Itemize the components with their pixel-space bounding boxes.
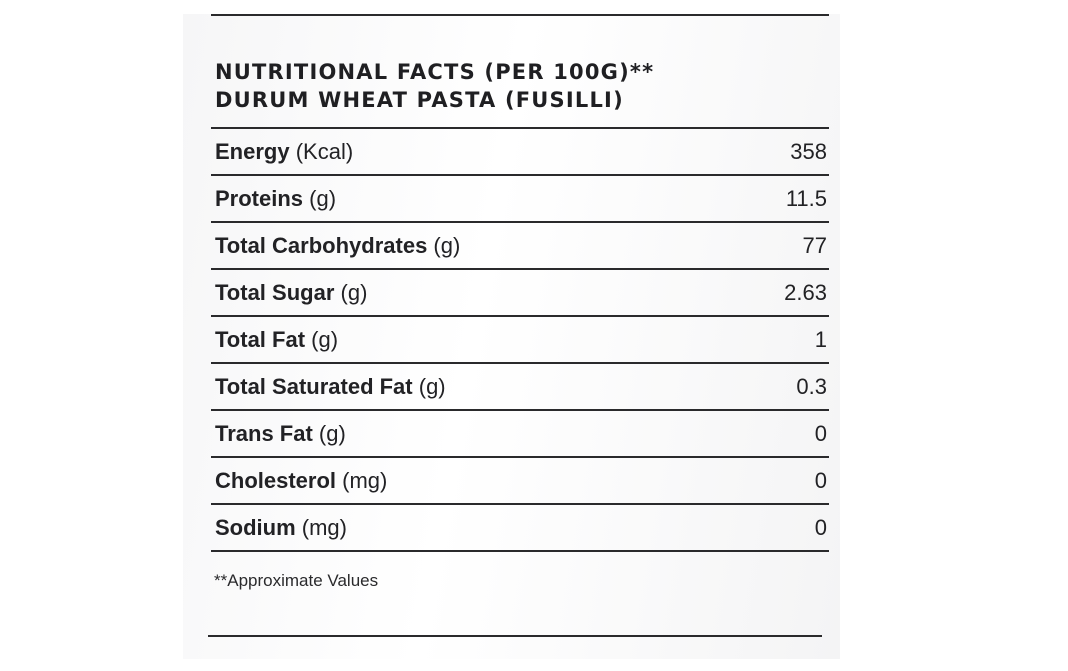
footnote: **Approximate Values bbox=[214, 571, 379, 590]
nutrient-unit: (Kcal) bbox=[289, 138, 354, 164]
nutrient-value: 77 bbox=[802, 232, 827, 258]
nutrient-label: Sodium (mg) bbox=[211, 515, 347, 541]
nutrient-row-cholesterol: Cholesterol (mg) 0 bbox=[211, 456, 829, 503]
nutrient-name: Sodium bbox=[215, 514, 296, 540]
nutrient-name: Trans Fat bbox=[215, 420, 313, 446]
nutrient-name: Total Sugar bbox=[215, 279, 335, 305]
nutrient-unit: (g) bbox=[305, 326, 339, 352]
nutrient-label: Cholesterol (mg) bbox=[211, 468, 387, 494]
nutrition-table: Energy (Kcal) 358 Proteins (g) 11.5 Tota… bbox=[211, 127, 829, 552]
nutrient-row-energy: Energy (Kcal) 358 bbox=[211, 127, 829, 174]
nutrient-unit: (g) bbox=[412, 373, 446, 399]
nutrient-unit: (g) bbox=[303, 185, 337, 211]
nutrient-value: 0 bbox=[814, 514, 827, 540]
label-title: NUTRITIONAL FACTS (PER 100G)** DURUM WHE… bbox=[215, 58, 654, 114]
nutrient-row-trans-fat: Trans Fat (g) 0 bbox=[211, 409, 829, 456]
nutrient-value: 0 bbox=[814, 420, 827, 446]
title-line-2: DURUM WHEAT PASTA (FUSILLI) bbox=[215, 88, 624, 112]
nutrition-label: NUTRITIONAL FACTS (PER 100G)** DURUM WHE… bbox=[183, 14, 840, 659]
nutrient-label: Total Sugar (g) bbox=[211, 280, 367, 306]
nutrient-row-total-sugar: Total Sugar (g) 2.63 bbox=[211, 268, 829, 315]
nutrient-value: 2.63 bbox=[784, 279, 827, 305]
nutrient-value: 358 bbox=[790, 138, 827, 164]
nutrient-label: Energy (Kcal) bbox=[211, 139, 353, 165]
nutrient-label: Total Saturated Fat (g) bbox=[211, 374, 446, 400]
nutrient-unit: (mg) bbox=[336, 467, 388, 493]
nutrient-value: 11.5 bbox=[785, 185, 827, 211]
nutrient-unit: (mg) bbox=[295, 514, 347, 540]
top-rule bbox=[211, 14, 829, 16]
nutrient-name: Energy bbox=[215, 138, 290, 164]
nutrient-name: Proteins bbox=[215, 185, 304, 211]
nutrient-row-total-saturated-fat: Total Saturated Fat (g) 0.3 bbox=[211, 362, 829, 409]
nutrient-row-total-fat: Total Fat (g) 1 bbox=[211, 315, 829, 362]
nutrient-value: 0.3 bbox=[796, 373, 827, 399]
nutrient-unit: (g) bbox=[312, 420, 346, 446]
nutrient-row-total-carbohydrates: Total Carbohydrates (g) 77 bbox=[211, 221, 829, 268]
nutrient-unit: (g) bbox=[334, 279, 368, 305]
nutrient-value: 0 bbox=[814, 467, 827, 493]
nutrient-label: Total Fat (g) bbox=[211, 327, 338, 353]
nutrient-unit: (g) bbox=[427, 232, 461, 258]
nutrient-name: Total Saturated Fat bbox=[215, 373, 413, 399]
nutrient-row-proteins: Proteins (g) 11.5 bbox=[211, 174, 829, 221]
nutrient-value: 1 bbox=[814, 326, 827, 352]
nutrient-name: Total Carbohydrates bbox=[215, 232, 428, 258]
nutrient-label: Trans Fat (g) bbox=[211, 421, 346, 447]
bottom-rule bbox=[208, 635, 822, 637]
nutrient-label: Total Carbohydrates (g) bbox=[211, 233, 460, 259]
nutrient-name: Total Fat bbox=[215, 326, 306, 352]
nutrient-label: Proteins (g) bbox=[211, 186, 336, 212]
title-line-1: NUTRITIONAL FACTS (PER 100G)** bbox=[215, 60, 655, 84]
nutrient-row-sodium: Sodium (mg) 0 bbox=[211, 503, 829, 552]
nutrient-name: Cholesterol bbox=[215, 467, 337, 493]
